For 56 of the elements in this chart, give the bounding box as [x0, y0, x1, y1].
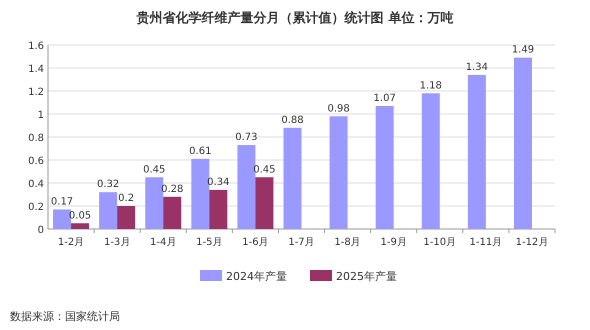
y-tick-label: 0.4	[28, 179, 44, 190]
data-label: 0.34	[207, 176, 230, 188]
x-tick-label: 1-8月	[334, 237, 361, 248]
data-label: 0.17	[50, 196, 74, 208]
y-tick-label: 1	[38, 110, 44, 121]
x-tick-label: 1-3月	[104, 237, 130, 248]
bar	[209, 190, 228, 229]
bar	[117, 206, 136, 229]
x-tick-label: 1-6月	[242, 237, 269, 248]
x-tick-label: 1-11月	[470, 237, 502, 248]
data-label: 0.98	[327, 103, 350, 114]
x-tick-label: 1-5月	[196, 237, 222, 248]
chart-title: 贵州省化学纤维产量分月（累计值）统计图 单位：万吨	[136, 10, 454, 26]
x-tick-label: 1-7月	[288, 237, 315, 248]
data-label: 0.88	[281, 114, 304, 126]
bar	[468, 74, 486, 229]
data-label: 0.28	[161, 184, 184, 195]
bar	[53, 209, 72, 229]
bar	[255, 177, 274, 229]
y-tick-label: 0.2	[28, 202, 44, 213]
x-tick-label: 1-9月	[380, 237, 407, 248]
data-label: 1.49	[512, 44, 534, 56]
y-tick-label: 1.2	[28, 87, 44, 98]
data-label: 0.61	[189, 146, 212, 157]
source-note: 数据来源：国家统计局	[10, 310, 120, 323]
data-label: 0.73	[235, 132, 258, 144]
bar	[163, 196, 182, 229]
x-tick-label: 1-10月	[423, 237, 456, 248]
x-tick-label: 1-2月	[58, 237, 84, 248]
bar	[330, 116, 348, 229]
y-tick-label: 0	[38, 225, 44, 236]
data-label: 0.45	[143, 164, 166, 176]
y-tick-label: 1.4	[28, 64, 44, 75]
y-tick-label: 0.6	[28, 156, 44, 167]
x-tick-label: 1-4月	[150, 237, 176, 248]
bar	[145, 177, 164, 229]
y-tick-label: 1.6	[28, 41, 44, 52]
bar	[237, 145, 256, 229]
bar	[191, 158, 210, 229]
data-label: 0.45	[253, 164, 276, 176]
bar	[422, 93, 440, 229]
bar	[514, 58, 532, 229]
legend-label: 2025年产量	[336, 270, 397, 283]
x-tick-label: 1-12月	[516, 237, 548, 248]
data-label: 1.07	[374, 92, 396, 104]
data-label: 0.05	[68, 210, 92, 222]
bar	[284, 128, 302, 229]
legend-label: 2024年产量	[226, 270, 287, 283]
data-label: 0.32	[97, 179, 120, 190]
bar	[376, 106, 394, 229]
y-tick-label: 0.8	[28, 133, 44, 144]
data-label: 1.18	[420, 80, 442, 92]
data-label: 0.2	[118, 193, 134, 204]
data-label: 1.34	[466, 62, 488, 73]
bar	[71, 223, 90, 229]
bar	[99, 192, 118, 229]
